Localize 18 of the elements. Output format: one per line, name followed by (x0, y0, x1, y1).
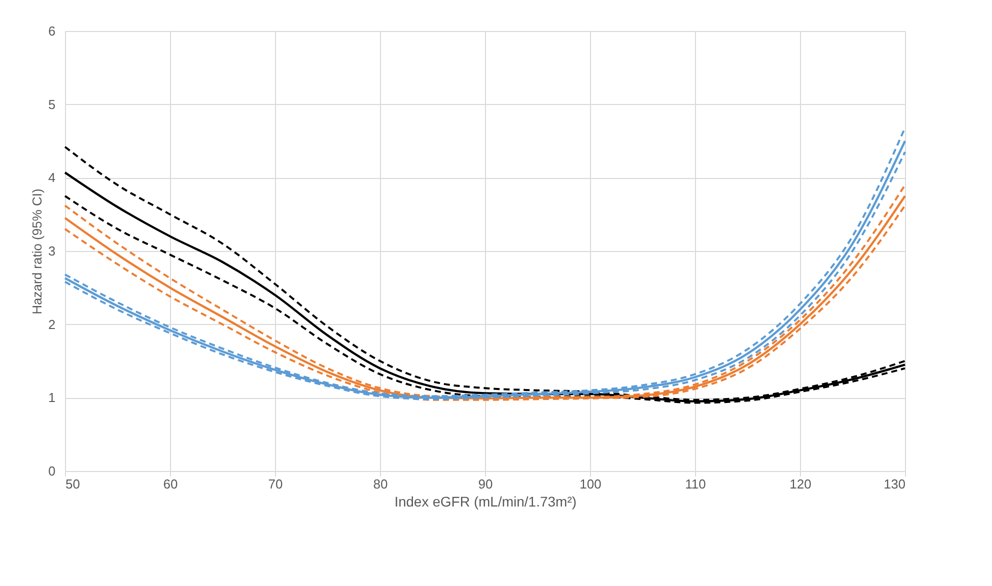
y-tick-label: 5 (48, 96, 56, 112)
x-tick-label: 80 (373, 476, 388, 492)
x-tick-label: 70 (268, 476, 283, 492)
y-tick-label: 6 (48, 24, 56, 38)
y-tick-label: 1 (48, 390, 56, 406)
x-tick-label: 90 (478, 476, 493, 492)
x-tick-label: 120 (790, 476, 812, 492)
x-tick-label: 60 (163, 476, 178, 492)
x-axis-title: Index eGFR (mL/min/1.73m²) (394, 494, 577, 510)
x-tick-label: 100 (580, 476, 602, 492)
y-axis-title: Hazard ratio (95% CI) (29, 188, 44, 314)
y-tick-label: 0 (48, 464, 56, 478)
x-tick-label: 50 (66, 476, 80, 492)
x-tick-label: 110 (685, 476, 706, 492)
x-tick-label: 130 (884, 476, 906, 492)
y-tick-label: 4 (48, 170, 56, 186)
y-tick-label: 3 (48, 244, 56, 258)
y-tick-label: 2 (48, 316, 56, 332)
